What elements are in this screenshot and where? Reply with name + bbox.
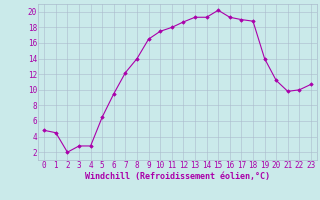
X-axis label: Windchill (Refroidissement éolien,°C): Windchill (Refroidissement éolien,°C) <box>85 172 270 181</box>
